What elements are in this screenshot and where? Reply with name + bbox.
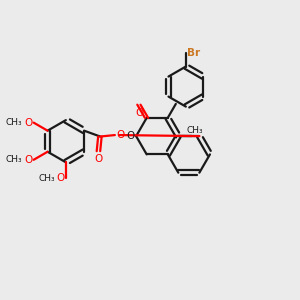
Text: O: O bbox=[127, 131, 135, 141]
Text: O: O bbox=[24, 155, 32, 165]
Text: O: O bbox=[116, 130, 124, 140]
Text: O: O bbox=[94, 154, 103, 164]
Text: O: O bbox=[135, 108, 143, 118]
Text: O: O bbox=[56, 173, 64, 183]
Text: O: O bbox=[24, 118, 32, 128]
Text: CH₃: CH₃ bbox=[186, 126, 203, 135]
Text: CH₃: CH₃ bbox=[38, 174, 55, 183]
Text: CH₃: CH₃ bbox=[6, 155, 22, 164]
Text: Br: Br bbox=[187, 48, 200, 59]
Text: CH₃: CH₃ bbox=[6, 118, 22, 127]
